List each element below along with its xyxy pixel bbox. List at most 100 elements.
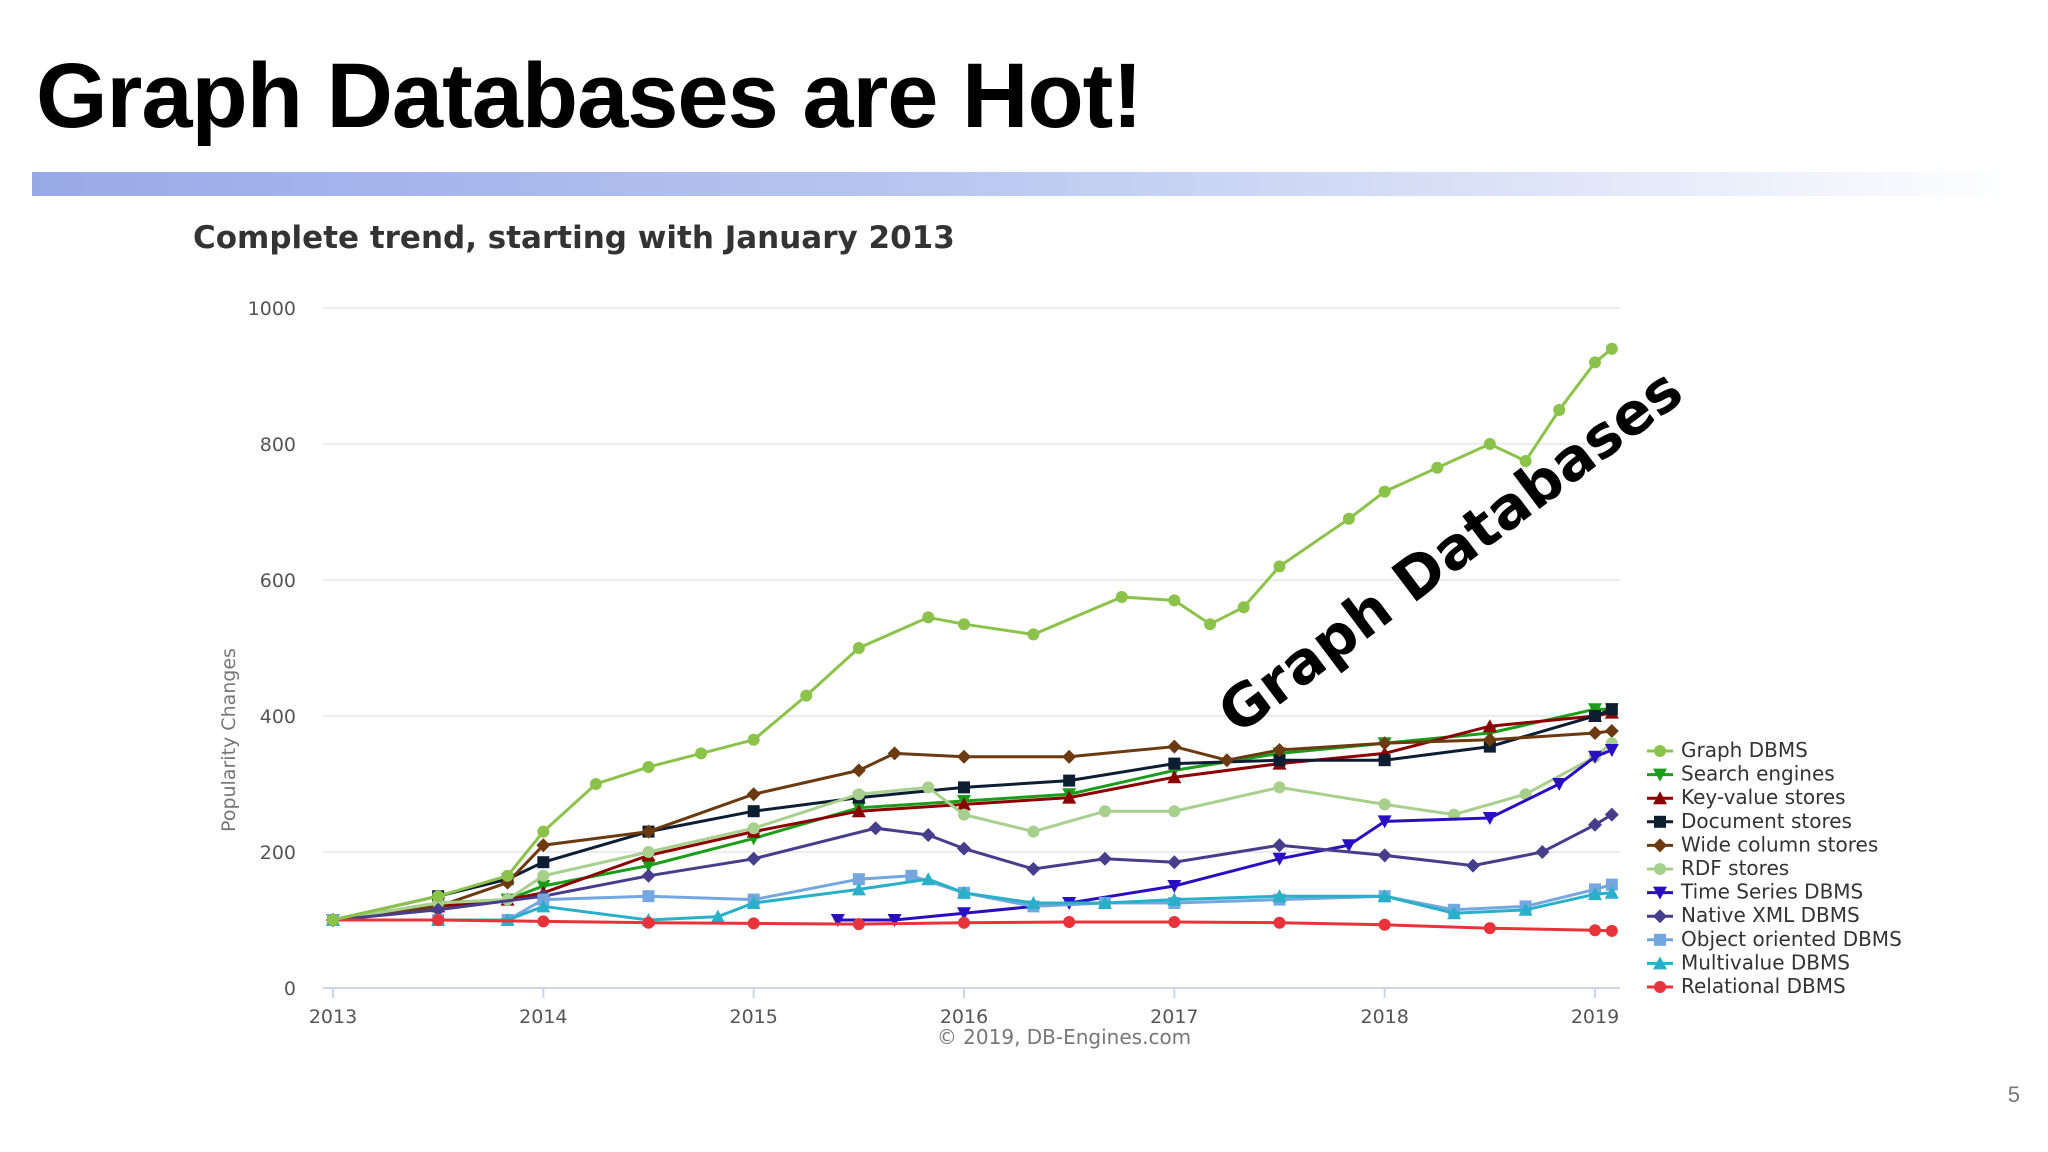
data-point-key-value-stores-12 [1482,719,1497,733]
series-native-xml-dbms [326,807,1619,927]
data-point-native-xml-dbms-13 [1466,858,1481,873]
data-point-wide-column-stores-15 [1588,726,1602,740]
legend-marker-search-engines [1653,768,1667,782]
y-axis-ticks: 0 200 400 600 800 1000 [248,298,296,1000]
data-point-graph-dbms-16 [1237,601,1250,614]
data-point-relational-dbms-12 [1589,924,1601,937]
data-point-relational-dbms-3 [642,916,655,929]
data-point-time-series-dbms-4 [1167,880,1182,893]
data-point-multivalue-dbms-15 [1447,906,1462,920]
data-point-multivalue-dbms-6 [746,896,761,909]
data-point-graph-dbms-9 [852,642,865,654]
legend-marker-key-value-stores [1653,791,1667,805]
x-tick-label-2017: 2017 [1150,1006,1198,1028]
series-line-relational-dbms [333,918,1612,933]
data-point-wide-column-stores-16 [1604,723,1619,738]
legend-item-key-value-stores: Key-value stores [1647,785,1846,809]
data-point-rdf-stores-13 [1378,798,1391,811]
legend-item-document-stores: Document stores [1647,809,1852,833]
data-point-graph-dbms-22 [1519,455,1532,467]
legend-marker-graph-dbms [1654,745,1666,757]
data-point-multivalue-dbms-17 [1588,887,1602,901]
data-point-time-series-dbms-1 [887,914,902,927]
data-point-graph-dbms-24 [1589,356,1601,369]
page-number: 5 [2007,1082,2020,1107]
legend-marker-time-series-dbms [1653,886,1667,900]
data-point-relational-dbms-6 [958,916,970,929]
data-point-graph-dbms-19 [1378,485,1391,498]
data-point-document-stores-14 [1605,703,1618,716]
chart-credit: © 2019, DB-Engines.com [937,1025,1191,1049]
data-point-wide-column-stores-5 [746,787,761,802]
data-point-relational-dbms-8 [1168,916,1181,929]
legend-marker-object-oriented-dbms [1654,933,1666,946]
data-point-multivalue-dbms-8 [921,872,936,886]
graph-databases-annotation: Graph Databases [1206,355,1695,747]
data-point-relational-dbms-5 [852,918,865,931]
data-point-multivalue-dbms-16 [1518,902,1533,916]
data-point-graph-dbms-1 [432,890,445,903]
data-point-multivalue-dbms-11 [1097,896,1112,909]
data-point-rdf-stores-12 [1273,781,1286,794]
legend-marker-rdf-stores [1654,863,1666,875]
data-point-rdf-stores-7 [922,781,935,794]
legend-label-wide-column-stores: Wide column stores [1681,832,1878,856]
legend-label-time-series-dbms: Time Series DBMS [1680,880,1863,904]
data-point-native-xml-dbms-15 [1588,817,1602,832]
data-point-search-engines-4 [641,859,656,873]
y-axis-title: Popularity Changes [218,648,240,832]
data-point-native-xml-dbms-16 [1604,807,1619,822]
series-lines [326,342,1619,937]
data-point-object-oriented-dbms-17 [1605,878,1618,891]
data-point-time-series-dbms-7 [1377,815,1392,829]
data-point-multivalue-dbms-9 [957,885,971,899]
y-tick-label-1000: 1000 [248,298,296,320]
data-point-graph-dbms-7 [747,733,760,746]
legend-item-relational-dbms: Relational DBMS [1647,974,1846,998]
legend-label-multivalue-dbms: Multivalue DBMS [1681,950,1850,974]
data-point-wide-column-stores-9 [1062,749,1077,764]
data-point-key-value-stores-9 [1167,770,1182,784]
legend-item-multivalue-dbms: Multivalue DBMS [1647,950,1850,974]
data-point-rdf-stores-9 [1027,825,1040,838]
data-point-wide-column-stores-4 [641,824,656,839]
data-point-rdf-stores-6 [852,788,865,801]
data-point-relational-dbms-13 [1605,924,1618,937]
x-tick-label-2018: 2018 [1360,1006,1408,1028]
legend-label-rdf-stores: RDF stores [1681,856,1789,880]
x-tick-label-2016: 2016 [940,1006,988,1028]
legend-label-key-value-stores: Key-value stores [1681,785,1846,809]
legend-label-native-xml-dbms: Native XML DBMS [1681,903,1860,927]
data-point-document-stores-8 [1063,774,1076,787]
data-point-document-stores-5 [747,805,760,818]
data-point-multivalue-dbms-12 [1167,892,1182,906]
legend-marker-native-xml-dbms [1653,909,1667,924]
data-point-document-stores-10 [1273,754,1286,767]
data-point-graph-dbms-14 [1168,594,1181,607]
data-point-relational-dbms-9 [1273,916,1286,929]
legend-item-time-series-dbms: Time Series DBMS [1647,880,1863,904]
data-point-time-series-dbms-5 [1272,852,1287,866]
data-point-document-stores-11 [1378,754,1391,767]
data-point-relational-dbms-10 [1378,918,1391,931]
data-point-wide-column-stores-12 [1272,743,1287,757]
data-point-time-series-dbms-6 [1341,839,1356,853]
data-point-time-series-dbms-0 [830,914,845,927]
data-point-document-stores-9 [1168,757,1181,770]
x-tick-label-2013: 2013 [309,1006,357,1028]
data-point-document-stores-3 [537,856,550,869]
legend-label-graph-dbms: Graph DBMS [1681,738,1808,762]
data-point-native-xml-dbms-3 [641,868,656,883]
y-tick-label-400: 400 [260,706,296,728]
series-line-graph-dbms [332,347,1613,922]
data-point-native-xml-dbms-12 [1377,848,1392,863]
data-point-relational-dbms-2 [537,915,550,928]
y-tick-label-200: 200 [260,842,296,864]
x-axis-ticks: 2013 2014 2015 2016 2017 2018 2019 [309,988,1619,1028]
data-point-wide-column-stores-10 [1167,739,1182,754]
data-point-graph-dbms-3 [537,825,550,838]
data-point-multivalue-dbms-13 [1272,889,1287,903]
data-point-wide-column-stores-11 [1219,753,1234,768]
data-point-native-xml-dbms-10 [1167,855,1182,870]
